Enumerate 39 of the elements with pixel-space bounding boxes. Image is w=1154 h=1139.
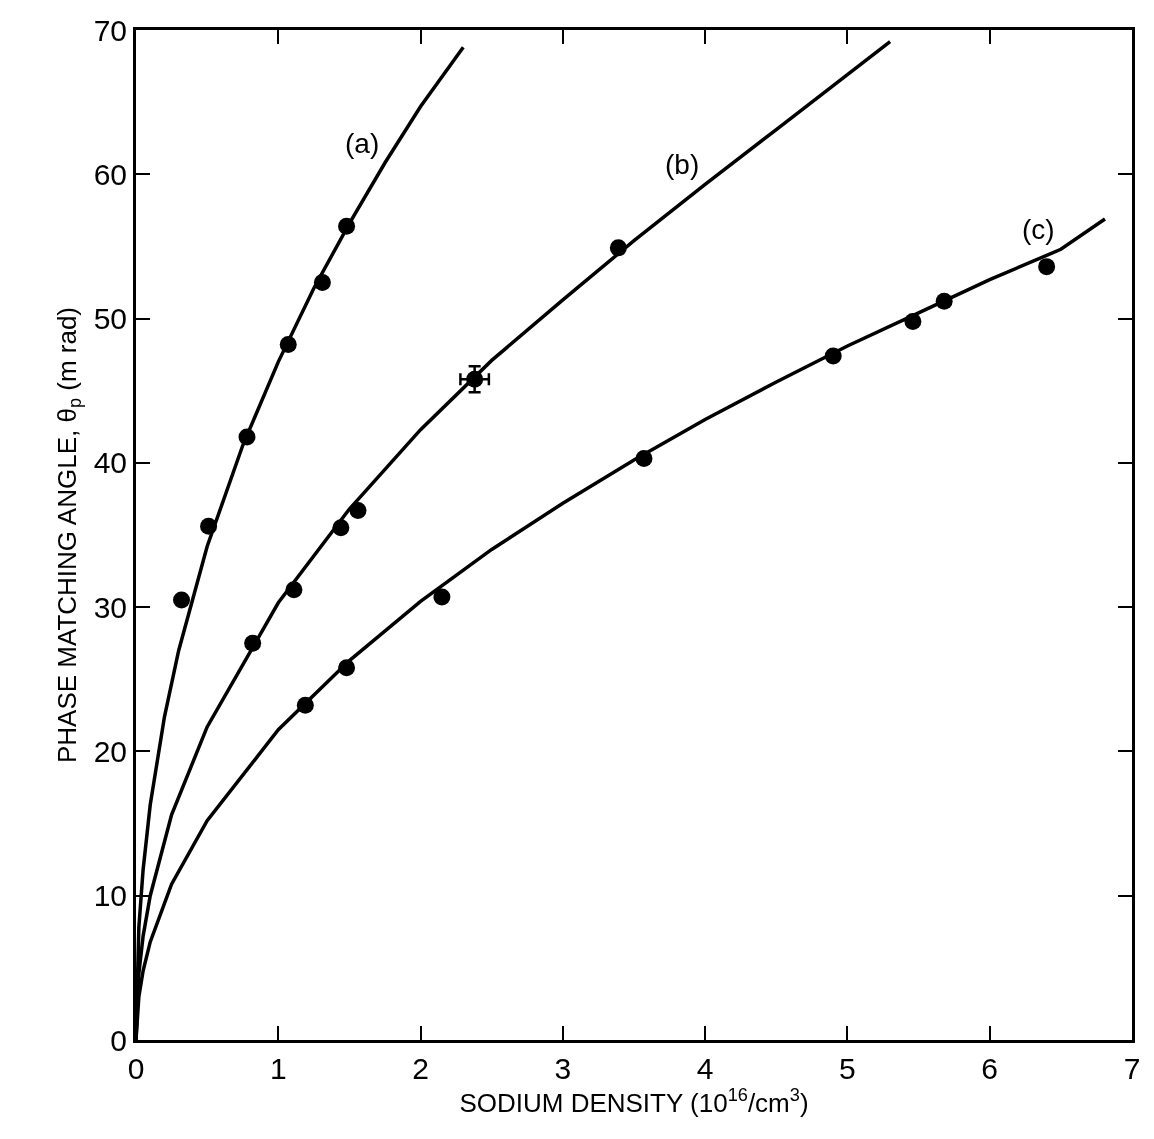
point	[824, 347, 842, 365]
point	[279, 336, 297, 354]
annotation: (b)	[665, 149, 700, 180]
point	[1038, 258, 1056, 276]
y-tick-label: 60	[93, 157, 127, 191]
x-tick-label: 3	[554, 1052, 572, 1085]
point	[200, 517, 218, 535]
x-tick-label: 2	[412, 1052, 429, 1085]
x-axis-title: SODIUM DENSITY (10$^{16}$/cm$^{3}$)	[459, 1085, 809, 1118]
y-tick-label: 40	[93, 446, 127, 480]
point	[349, 501, 367, 519]
x-tick-label: 5	[839, 1052, 856, 1085]
point	[296, 696, 314, 714]
x-tick-label: 7	[1123, 1052, 1141, 1085]
point	[313, 274, 331, 291]
point	[635, 450, 653, 468]
point	[238, 428, 256, 446]
point	[173, 591, 191, 609]
y-tick-label: 30	[93, 590, 127, 624]
point	[466, 370, 484, 388]
x-tick-label: 6	[981, 1052, 999, 1085]
y-tick-label: 10	[93, 879, 127, 913]
point	[285, 581, 303, 599]
annotation: (a)	[345, 128, 380, 159]
y-tick-label: 20	[93, 734, 127, 768]
x-tick-label: 4	[696, 1052, 714, 1085]
point	[338, 217, 356, 235]
y-tick-label: 0	[110, 1023, 127, 1057]
x-tick-label: 1	[269, 1052, 287, 1085]
point	[433, 588, 451, 606]
point	[935, 292, 953, 310]
point	[332, 519, 350, 537]
y-tick-label: 70	[93, 13, 127, 47]
point	[609, 239, 627, 257]
point	[244, 634, 262, 652]
y-tick-label: 50	[93, 302, 127, 336]
annotation: (c)	[1022, 214, 1055, 245]
point	[904, 312, 922, 330]
point	[338, 659, 356, 677]
